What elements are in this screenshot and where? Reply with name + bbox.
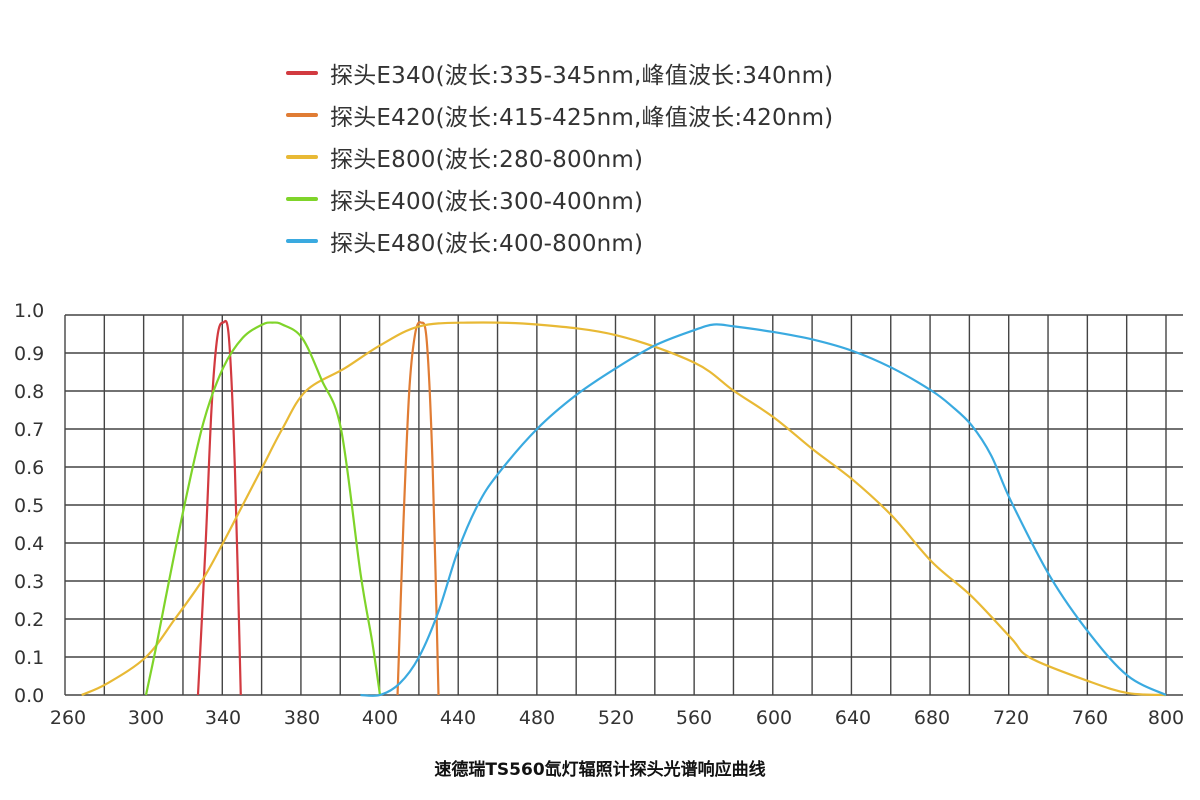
legend-item: 探头E800(波长:280-800nm) (286, 136, 833, 178)
chart-legend: 探头E340(波长:335-345nm,峰值波长:340nm) 探头E420(波长… (286, 52, 833, 262)
y-tick-label: 0.0 (14, 685, 44, 707)
x-tick-label: 300 (128, 707, 164, 729)
x-tick-label: 640 (835, 707, 871, 729)
series-line-0 (196, 319, 242, 696)
legend-item: 探头E420(波长:415-425nm,峰值波长:420nm) (286, 94, 833, 136)
series-line-4 (360, 323, 1167, 697)
legend-label: 探头E480(波长:400-800nm) (330, 231, 644, 257)
legend-label: 探头E340(波长:335-345nm,峰值波长:340nm) (330, 63, 834, 89)
legend-item: 探头E400(波长:300-400nm) (286, 178, 833, 220)
x-tick-label: 720 (993, 707, 1029, 729)
legend-swatch (286, 197, 318, 201)
y-tick-label: 0.8 (14, 381, 44, 403)
y-tick-label: 0.3 (14, 571, 44, 593)
legend-swatch (286, 155, 318, 159)
y-axis-ticks: 0.0 0.1 0.2 0.3 0.4 0.5 0.6 0.7 0.8 0.9 1.0 (14, 300, 44, 707)
legend-item: 探头E340(波长:335-345nm,峰值波长:340nm) (286, 52, 833, 94)
x-tick-label: 800 (1148, 707, 1184, 729)
x-tick-label: 600 (756, 707, 792, 729)
series-line-2 (81, 321, 1167, 697)
y-tick-label: 0.6 (14, 457, 44, 479)
x-tick-label: 480 (519, 707, 555, 729)
legend-label: 探头E800(波长:280-800nm) (330, 147, 644, 173)
series-line-1 (396, 321, 440, 696)
x-tick-label: 380 (284, 707, 320, 729)
series-line-3 (144, 321, 382, 696)
x-tick-label: 260 (50, 707, 86, 729)
legend-label: 探头E400(波长:300-400nm) (330, 189, 644, 215)
legend-item: 探头E480(波长:400-800nm) (286, 220, 833, 262)
curves (81, 319, 1167, 697)
legend-label: 探头E420(波长:415-425nm,峰值波长:420nm) (330, 105, 834, 131)
x-tick-label: 340 (205, 707, 241, 729)
y-tick-label: 0.5 (14, 495, 44, 517)
legend-swatch (286, 113, 318, 117)
x-tick-label: 440 (440, 707, 476, 729)
x-tick-label: 520 (598, 707, 634, 729)
x-tick-label: 680 (914, 707, 950, 729)
legend-swatch (286, 239, 318, 243)
x-tick-label: 560 (676, 707, 712, 729)
y-tick-label: 0.4 (14, 533, 44, 555)
grid (64, 314, 1183, 696)
x-tick-label: 760 (1072, 707, 1108, 729)
chart-title: 速德瑞TS560氙灯辐照计探头光谱响应曲线 (434, 760, 766, 780)
legend-swatch (286, 71, 318, 75)
y-tick-label: 0.9 (14, 343, 44, 365)
y-tick-label: 0.2 (14, 609, 44, 631)
x-tick-label: 400 (362, 707, 398, 729)
y-tick-label: 1.0 (14, 300, 44, 322)
y-tick-label: 0.7 (14, 419, 44, 441)
x-axis-ticks: 260 300 340 380 400 440 480 520 560 600 640 680 720 7… (50, 707, 1184, 729)
y-tick-label: 0.1 (14, 647, 44, 669)
